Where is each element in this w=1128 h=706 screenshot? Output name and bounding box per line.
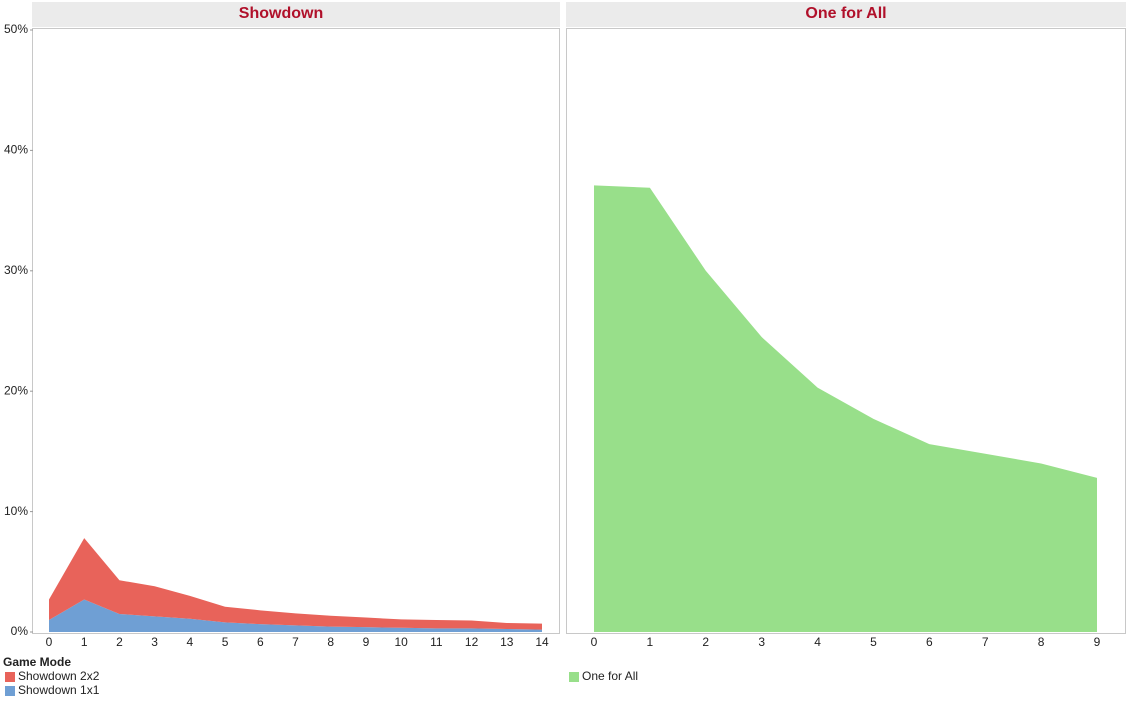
x-tick-label: 8 [327,635,334,649]
x-tick-label: 1 [647,635,654,649]
x-tick-label: 4 [187,635,194,649]
x-tick-label: 9 [363,635,370,649]
legend-label: Showdown 2x2 [18,669,100,683]
x-tick-label: 3 [151,635,158,649]
panel-header [32,2,560,27]
y-tick-label: 30% [4,263,28,277]
x-tick-label: 7 [292,635,299,649]
x-tick-label: 5 [222,635,229,649]
legend-label: One for All [582,669,638,683]
panel-title: One for All [805,5,886,22]
x-tick-label: 4 [814,635,821,649]
legend-swatch [569,672,579,682]
area [49,599,542,632]
x-tick-label: 6 [926,635,933,649]
x-tick-label: 12 [465,635,479,649]
x-tick-label: 1 [81,635,88,649]
x-tick-label: 6 [257,635,264,649]
y-tick-label: 50% [4,22,28,36]
legend-swatch [5,672,15,682]
panel-frame [566,28,1126,634]
area [49,538,542,630]
x-tick-label: 2 [702,635,709,649]
x-tick-label: 13 [500,635,514,649]
legend-title: Game Mode [3,655,71,669]
y-tick-label: 0% [11,624,29,638]
panel-frame [32,28,560,634]
x-tick-label: 0 [591,635,598,649]
x-tick-label: 8 [1038,635,1045,649]
area [594,185,1097,633]
panel-header [566,2,1126,27]
y-tick-label: 10% [4,504,28,518]
x-tick-label: 7 [982,635,989,649]
x-tick-label: 3 [758,635,765,649]
x-tick-label: 2 [116,635,123,649]
legend-label: Showdown 1x1 [18,683,100,697]
y-tick-label: 20% [4,383,28,397]
x-tick-label: 5 [870,635,877,649]
panel-title: Showdown [239,5,323,22]
x-tick-label: 9 [1094,635,1101,649]
x-tick-label: 11 [430,635,443,649]
legend-swatch [5,686,15,696]
x-tick-label: 10 [394,635,408,649]
y-tick-label: 40% [4,143,28,157]
x-tick-label: 14 [535,635,549,649]
x-tick-label: 0 [46,635,53,649]
